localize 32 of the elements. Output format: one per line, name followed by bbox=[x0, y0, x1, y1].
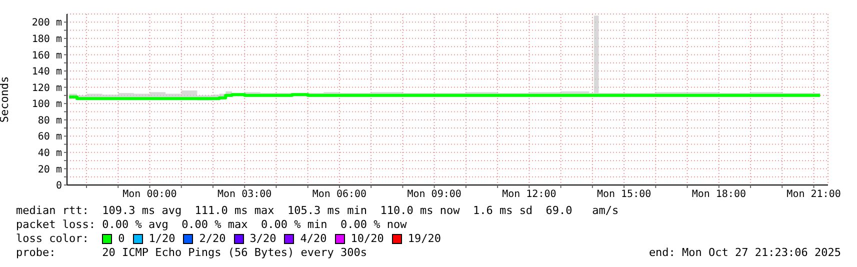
y-tick-label: 200 m bbox=[32, 18, 62, 29]
y-tick-label: 0 bbox=[56, 180, 62, 192]
y-tick-label: 140 m bbox=[32, 66, 62, 78]
y-tick-label: 120 m bbox=[32, 82, 62, 94]
y-tick-label: 20 m bbox=[38, 164, 62, 176]
text: 19/20 bbox=[408, 232, 441, 246]
x-tick-label: Mon 06:00 bbox=[312, 189, 367, 200]
x-tick-label: Mon 12:00 bbox=[502, 189, 556, 200]
x-tick-label: Mon 03:00 bbox=[218, 189, 272, 200]
text: 4/20 bbox=[300, 232, 327, 246]
text: end: Mon Oct 27 21:23:06 2025 bbox=[648, 246, 841, 260]
text: 10/20 bbox=[350, 232, 384, 246]
y-tick-label: 160 m bbox=[32, 50, 62, 62]
y-tick-label: 60 m bbox=[38, 132, 62, 143]
y-tick-label: 180 m bbox=[32, 34, 62, 45]
y-tick-label: 80 m bbox=[38, 115, 62, 126]
x-tick-label: Mon 18:00 bbox=[692, 189, 746, 200]
text: loss color: bbox=[16, 232, 90, 246]
y-tick-label: 40 m bbox=[38, 148, 62, 159]
text: 0 bbox=[118, 232, 125, 246]
text: median rtt: 109.3 ms avg 111.0 ms max 105.3 ms min 110.0 ms now 1.6 ms sd 69.0 am/s bbox=[16, 204, 619, 218]
text: 1/20 bbox=[148, 232, 176, 246]
text: probe: 20 ICMP Echo Pings (56 Bytes) every 300s bbox=[16, 246, 368, 260]
x-tick-label: Mon 21:00 bbox=[786, 189, 841, 200]
y-axis-title: Seconds bbox=[0, 76, 11, 123]
text: 2/20 bbox=[199, 232, 226, 246]
x-tick-label: Mon 09:00 bbox=[407, 189, 462, 200]
text: 3/20 bbox=[250, 232, 276, 246]
y-tick-label: 100 m bbox=[32, 99, 62, 110]
text: packet loss: 0.00 % avg 0.00 % max 0.00 % min 0.00 % now bbox=[16, 218, 408, 232]
x-tick-label: Mon 15:00 bbox=[596, 189, 652, 200]
x-tick-label: Mon 00:00 bbox=[122, 189, 177, 200]
